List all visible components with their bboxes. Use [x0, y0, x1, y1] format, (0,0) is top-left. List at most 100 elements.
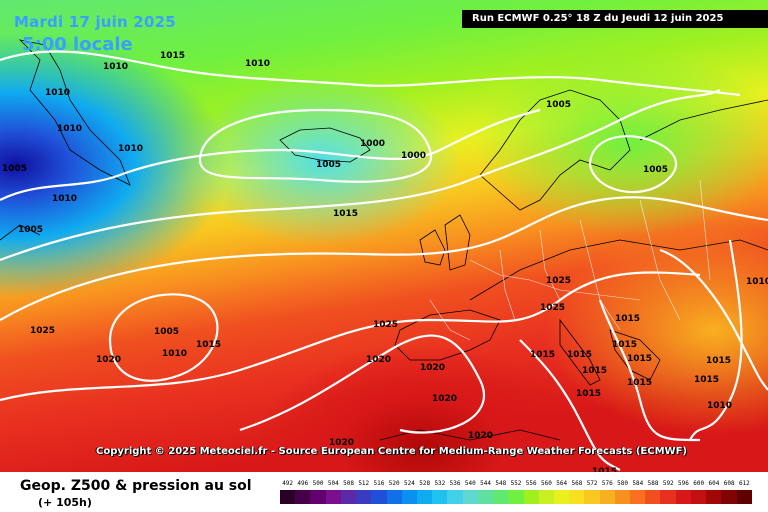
isobar-label: 1015	[615, 314, 640, 324]
legend-value: 496	[297, 480, 309, 487]
legend-swatch	[432, 490, 448, 504]
isobar-label: 1020	[366, 355, 391, 365]
legend-value: 544	[480, 480, 491, 487]
legend-swatch	[462, 490, 478, 504]
legend-swatch	[416, 490, 433, 504]
legend-swatch	[371, 490, 387, 504]
legend-swatch	[325, 490, 341, 504]
legend-value: 584	[632, 480, 644, 487]
legend-swatch	[340, 490, 357, 504]
isobar-label: 1025	[540, 303, 565, 313]
isobar-labels: 1015 1010 1010 1010 1010 1010 1005 1010 1005 1025…	[2, 51, 768, 472]
isobar-label: 1020	[420, 363, 445, 373]
isobar-label: 1025	[546, 276, 571, 286]
isobar-label: 1015	[582, 366, 607, 376]
lead-time: (+ 105h)	[38, 496, 92, 509]
isobar-label: 1010	[57, 124, 82, 134]
legend-value: 576	[601, 480, 613, 487]
legend-swatch	[447, 490, 463, 504]
legend-value: 600	[693, 480, 705, 487]
isobar-label: 1015	[160, 51, 185, 61]
legend-swatch	[280, 490, 296, 504]
legend-swatch	[736, 490, 752, 504]
isobar-label: 1015	[592, 467, 617, 472]
model-run-info: Run ECMWF 0.25° 18 Z du Jeudi 12 juin 20…	[462, 10, 768, 28]
isobar-label: 1015	[576, 389, 601, 399]
legend-swatch	[630, 490, 646, 504]
coastlines	[0, 39, 768, 441]
isobar-label: 1010	[45, 88, 70, 98]
isobar-label: 1015	[196, 340, 221, 350]
product-title: Geop. Z500 & pression au sol	[20, 478, 252, 494]
isobar-label: 1015	[694, 375, 719, 385]
legend-value: 572	[586, 480, 598, 487]
legend-swatch	[401, 490, 417, 504]
isobar-label: 1005	[18, 225, 43, 235]
legend-value: 528	[419, 480, 431, 487]
legend-value: 588	[647, 480, 659, 487]
legend-value: 500	[312, 480, 324, 487]
legend-swatch	[706, 490, 722, 504]
isobar-label: 1005	[546, 100, 571, 110]
forecast-date: Mardi 17 juin 2025	[14, 13, 176, 31]
isobar-label: 1005	[154, 327, 179, 337]
legend-value: 556	[525, 480, 537, 487]
isobar-label: 1010	[245, 59, 270, 69]
legend-swatch	[614, 490, 631, 504]
legend-value: 512	[358, 480, 370, 487]
legend-swatch	[660, 490, 676, 504]
legend-value: 552	[510, 480, 522, 487]
isobar-label: 1010	[118, 144, 143, 154]
isobar-label: 1015	[627, 378, 652, 388]
legend-value: 608	[723, 480, 735, 487]
isobar-label: 1000	[360, 139, 385, 149]
footer-bar: Geop. Z500 & pression au sol (+ 105h) 49…	[0, 472, 768, 512]
isobar-label: 1010	[162, 349, 187, 359]
legend-value: 560	[541, 480, 552, 487]
isobar-label: 1020	[329, 438, 354, 448]
color-legend: 492 496 500 504 508 512 516 520 524 528 532 536 540 5…	[280, 480, 752, 508]
legend-value: 532	[434, 480, 446, 487]
isobar-label: 1005	[2, 164, 27, 174]
forecast-map: 1015 1010 1010 1010 1010 1010 1005 1010 1005 1025…	[0, 0, 768, 472]
legend-value: 604	[708, 480, 720, 487]
legend-value: 516	[373, 480, 385, 487]
isobar-label: 1010	[103, 62, 128, 72]
legend-value: 492	[282, 480, 294, 487]
isobar-label: 1010	[746, 277, 768, 287]
legend-value: 520	[388, 480, 400, 487]
legend-swatch	[508, 490, 524, 504]
legend-swatch	[493, 490, 509, 504]
isobar-label: 1005	[643, 165, 668, 175]
isobar-label: 1015	[706, 356, 731, 366]
legend-value: 508	[343, 480, 354, 487]
legend-value: 504	[327, 480, 339, 487]
legend-swatch	[477, 490, 494, 504]
legend-swatch	[295, 490, 311, 504]
isobar-label: 1000	[401, 151, 426, 161]
legend-swatch	[538, 490, 554, 504]
legend-labels: 492 496 500 504 508 512 516 520 524 528 532 536 540 5…	[280, 480, 752, 490]
isobar-label: 1015	[612, 340, 637, 350]
legend-value: 612	[738, 480, 750, 487]
legend-value: 536	[449, 480, 461, 487]
isobar-label: 1020	[432, 394, 457, 404]
legend-swatches	[280, 490, 752, 504]
legend-swatch	[690, 490, 707, 504]
legend-value: 564	[556, 480, 568, 487]
isobar-label: 1025	[30, 326, 55, 336]
isobar-label: 1025	[373, 320, 398, 330]
legend-value: 596	[678, 480, 689, 487]
isobar-label: 1005	[316, 160, 341, 170]
legend-swatch	[675, 490, 691, 504]
copyright-notice: Copyright © 2025 Meteociel.fr - Source E…	[96, 446, 687, 457]
legend-value: 548	[495, 480, 507, 487]
isobar-label: 1015	[333, 209, 358, 219]
legend-value: 592	[662, 480, 674, 487]
legend-swatch	[721, 490, 737, 504]
isobar-label: 1015	[567, 350, 592, 360]
legend-swatch	[553, 490, 570, 504]
legend-value: 568	[571, 480, 583, 487]
isobar-label: 1015	[530, 350, 555, 360]
isobar-label: 1010	[52, 194, 77, 204]
